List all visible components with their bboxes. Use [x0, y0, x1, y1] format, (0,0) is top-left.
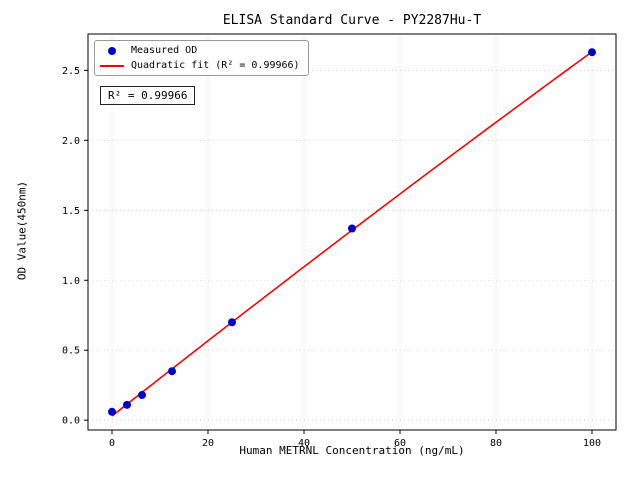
r-squared-annotation: R² = 0.99966 [100, 86, 196, 105]
chart-title: ELISA Standard Curve - PY2287Hu-T [222, 13, 482, 28]
svg-text:60: 60 [394, 438, 406, 449]
legend: Measured OD Quadratic fit (R² = 0.99966) [94, 40, 309, 76]
svg-text:2.0: 2.0 [62, 136, 80, 147]
svg-text:0: 0 [109, 438, 115, 449]
svg-text:0.5: 0.5 [62, 346, 80, 357]
svg-text:1.5: 1.5 [62, 206, 80, 217]
svg-text:40: 40 [298, 438, 310, 449]
legend-item-quadratic-fit: Quadratic fit (R² = 0.99966) [99, 60, 300, 71]
red-line-icon [100, 64, 124, 67]
blue-dot-icon [108, 46, 116, 55]
legend-label-quadratic-fit: Quadratic fit (R² = 0.99966) [131, 60, 300, 71]
x-axis-label: Human METRNL Concentration (ng/mL) [239, 444, 465, 457]
legend-item-measured-od: Measured OD [99, 45, 300, 56]
svg-text:1.0: 1.0 [62, 276, 80, 287]
legend-dot-marker [99, 46, 125, 55]
svg-text:2.5: 2.5 [62, 66, 80, 77]
legend-label-measured-od: Measured OD [131, 45, 198, 56]
svg-text:80: 80 [490, 438, 502, 449]
plot-area: 0 20 40 60 80 100 0.0 0.5 1.0 1.5 2.0 2.5 [62, 33, 617, 449]
svg-text:100: 100 [583, 438, 601, 449]
legend-line-marker [99, 64, 125, 67]
svg-text:20: 20 [202, 438, 214, 449]
svg-text:0.0: 0.0 [62, 416, 80, 427]
y-axis-label: OD Value(450nm) [15, 180, 29, 281]
